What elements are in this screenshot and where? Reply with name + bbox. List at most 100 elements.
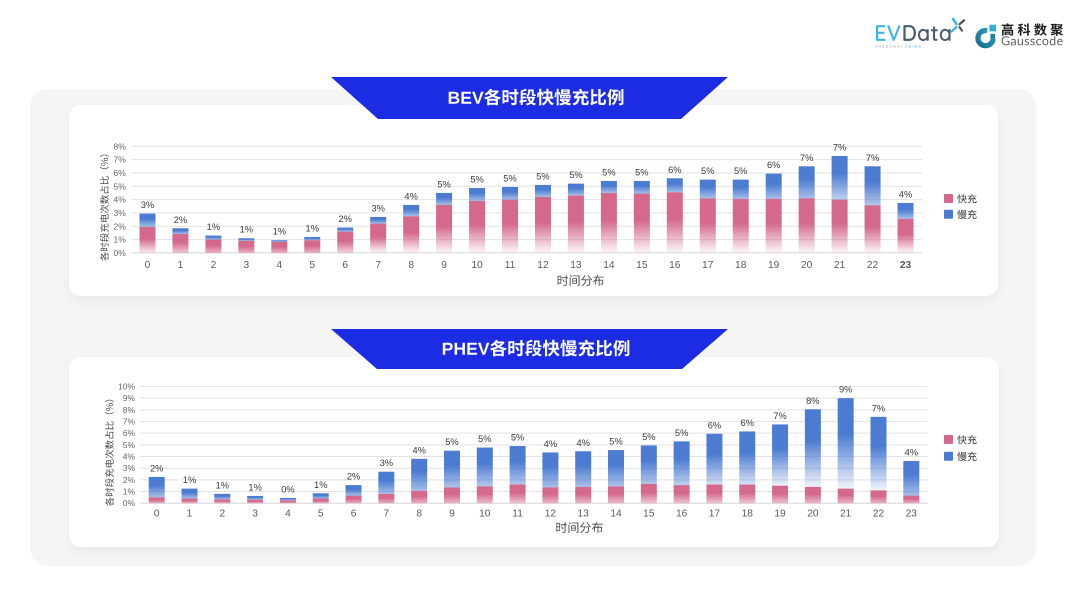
svg-text:1%: 1% bbox=[248, 482, 261, 492]
svg-text:5%: 5% bbox=[569, 170, 582, 180]
svg-text:6%: 6% bbox=[708, 420, 721, 430]
svg-text:4%: 4% bbox=[905, 447, 918, 457]
svg-text:4: 4 bbox=[285, 508, 291, 519]
svg-text:20: 20 bbox=[801, 260, 813, 271]
svg-text:0: 0 bbox=[145, 260, 151, 271]
svg-text:5%: 5% bbox=[123, 440, 136, 450]
svg-text:3%: 3% bbox=[380, 458, 393, 468]
svg-text:8: 8 bbox=[416, 508, 422, 519]
svg-text:9%: 9% bbox=[839, 385, 852, 395]
svg-text:10: 10 bbox=[471, 260, 483, 271]
svg-text:5%: 5% bbox=[602, 167, 615, 177]
svg-text:5: 5 bbox=[318, 508, 324, 519]
svg-text:3%: 3% bbox=[114, 208, 127, 218]
svg-text:1%: 1% bbox=[207, 222, 220, 232]
svg-text:6: 6 bbox=[351, 508, 357, 519]
svg-text:1%: 1% bbox=[114, 235, 127, 245]
svg-text:4%: 4% bbox=[114, 195, 127, 205]
svg-text:9: 9 bbox=[441, 260, 447, 271]
svg-text:1: 1 bbox=[178, 260, 184, 271]
svg-text:5%: 5% bbox=[635, 167, 648, 177]
svg-text:10%: 10% bbox=[118, 382, 135, 392]
svg-text:22: 22 bbox=[873, 508, 885, 519]
svg-text:5%: 5% bbox=[114, 181, 127, 191]
svg-text:21: 21 bbox=[840, 508, 852, 519]
svg-text:13: 13 bbox=[570, 260, 582, 271]
svg-text:2%: 2% bbox=[150, 463, 163, 473]
svg-text:1: 1 bbox=[187, 508, 193, 519]
svg-text:0%: 0% bbox=[114, 248, 127, 258]
svg-text:7: 7 bbox=[384, 508, 390, 519]
svg-text:5%: 5% bbox=[470, 175, 483, 185]
svg-text:1%: 1% bbox=[273, 227, 286, 237]
svg-text:15: 15 bbox=[636, 260, 648, 271]
svg-text:1%: 1% bbox=[123, 487, 136, 497]
svg-text:1%: 1% bbox=[306, 223, 319, 233]
svg-text:5%: 5% bbox=[437, 179, 450, 189]
svg-text:4%: 4% bbox=[576, 438, 589, 448]
svg-text:2: 2 bbox=[219, 508, 225, 519]
svg-text:6%: 6% bbox=[767, 160, 780, 170]
svg-text:4%: 4% bbox=[412, 445, 425, 455]
svg-text:14: 14 bbox=[603, 260, 615, 271]
svg-text:11: 11 bbox=[505, 260, 516, 271]
svg-text:5%: 5% bbox=[503, 173, 516, 183]
svg-text:5%: 5% bbox=[478, 434, 491, 444]
svg-text:16: 16 bbox=[676, 508, 688, 519]
svg-text:4: 4 bbox=[276, 260, 282, 271]
svg-text:3: 3 bbox=[244, 260, 250, 271]
svg-text:6: 6 bbox=[342, 260, 348, 271]
svg-text:22: 22 bbox=[867, 260, 879, 271]
svg-text:5%: 5% bbox=[675, 428, 688, 438]
svg-text:8: 8 bbox=[408, 260, 414, 271]
svg-text:8%: 8% bbox=[806, 396, 819, 406]
svg-text:5%: 5% bbox=[536, 171, 549, 181]
svg-text:4%: 4% bbox=[404, 191, 417, 201]
svg-text:23: 23 bbox=[906, 508, 918, 519]
svg-text:2%: 2% bbox=[114, 221, 127, 231]
svg-text:17: 17 bbox=[709, 508, 721, 519]
svg-text:18: 18 bbox=[735, 260, 747, 271]
svg-text:6%: 6% bbox=[123, 428, 136, 438]
svg-text:12: 12 bbox=[537, 260, 549, 271]
svg-text:20: 20 bbox=[807, 508, 819, 519]
svg-text:1%: 1% bbox=[240, 225, 253, 235]
svg-text:19: 19 bbox=[768, 260, 780, 271]
svg-text:0%: 0% bbox=[123, 498, 136, 508]
svg-text:7%: 7% bbox=[114, 155, 127, 165]
svg-text:5%: 5% bbox=[701, 166, 714, 176]
svg-text:7%: 7% bbox=[123, 417, 136, 427]
svg-text:5%: 5% bbox=[511, 433, 524, 443]
svg-text:17: 17 bbox=[702, 260, 714, 271]
svg-text:19: 19 bbox=[774, 508, 786, 519]
svg-text:7%: 7% bbox=[833, 143, 846, 153]
svg-text:1%: 1% bbox=[314, 480, 327, 490]
svg-text:3: 3 bbox=[252, 508, 258, 519]
svg-text:5%: 5% bbox=[609, 437, 622, 447]
svg-text:2%: 2% bbox=[339, 214, 352, 224]
svg-text:7%: 7% bbox=[866, 153, 879, 163]
svg-text:14: 14 bbox=[610, 508, 622, 519]
svg-text:2%: 2% bbox=[123, 475, 136, 485]
svg-text:6%: 6% bbox=[741, 418, 754, 428]
svg-text:5%: 5% bbox=[734, 166, 747, 176]
svg-text:18: 18 bbox=[742, 508, 754, 519]
svg-text:23: 23 bbox=[900, 260, 912, 271]
svg-text:7: 7 bbox=[375, 260, 381, 271]
svg-text:5: 5 bbox=[309, 260, 315, 271]
svg-text:1%: 1% bbox=[216, 480, 229, 490]
svg-text:2%: 2% bbox=[174, 215, 187, 225]
svg-text:3%: 3% bbox=[141, 200, 154, 210]
svg-text:7%: 7% bbox=[800, 153, 813, 163]
svg-text:5%: 5% bbox=[445, 437, 458, 447]
svg-text:4%: 4% bbox=[544, 439, 557, 449]
svg-text:5%: 5% bbox=[642, 432, 655, 442]
svg-text:13: 13 bbox=[578, 508, 590, 519]
svg-text:9%: 9% bbox=[123, 393, 136, 403]
svg-text:8%: 8% bbox=[123, 405, 136, 415]
svg-text:15: 15 bbox=[643, 508, 655, 519]
svg-text:8%: 8% bbox=[114, 141, 127, 151]
svg-text:21: 21 bbox=[834, 260, 846, 271]
svg-text:16: 16 bbox=[669, 260, 681, 271]
svg-text:7%: 7% bbox=[872, 403, 885, 413]
